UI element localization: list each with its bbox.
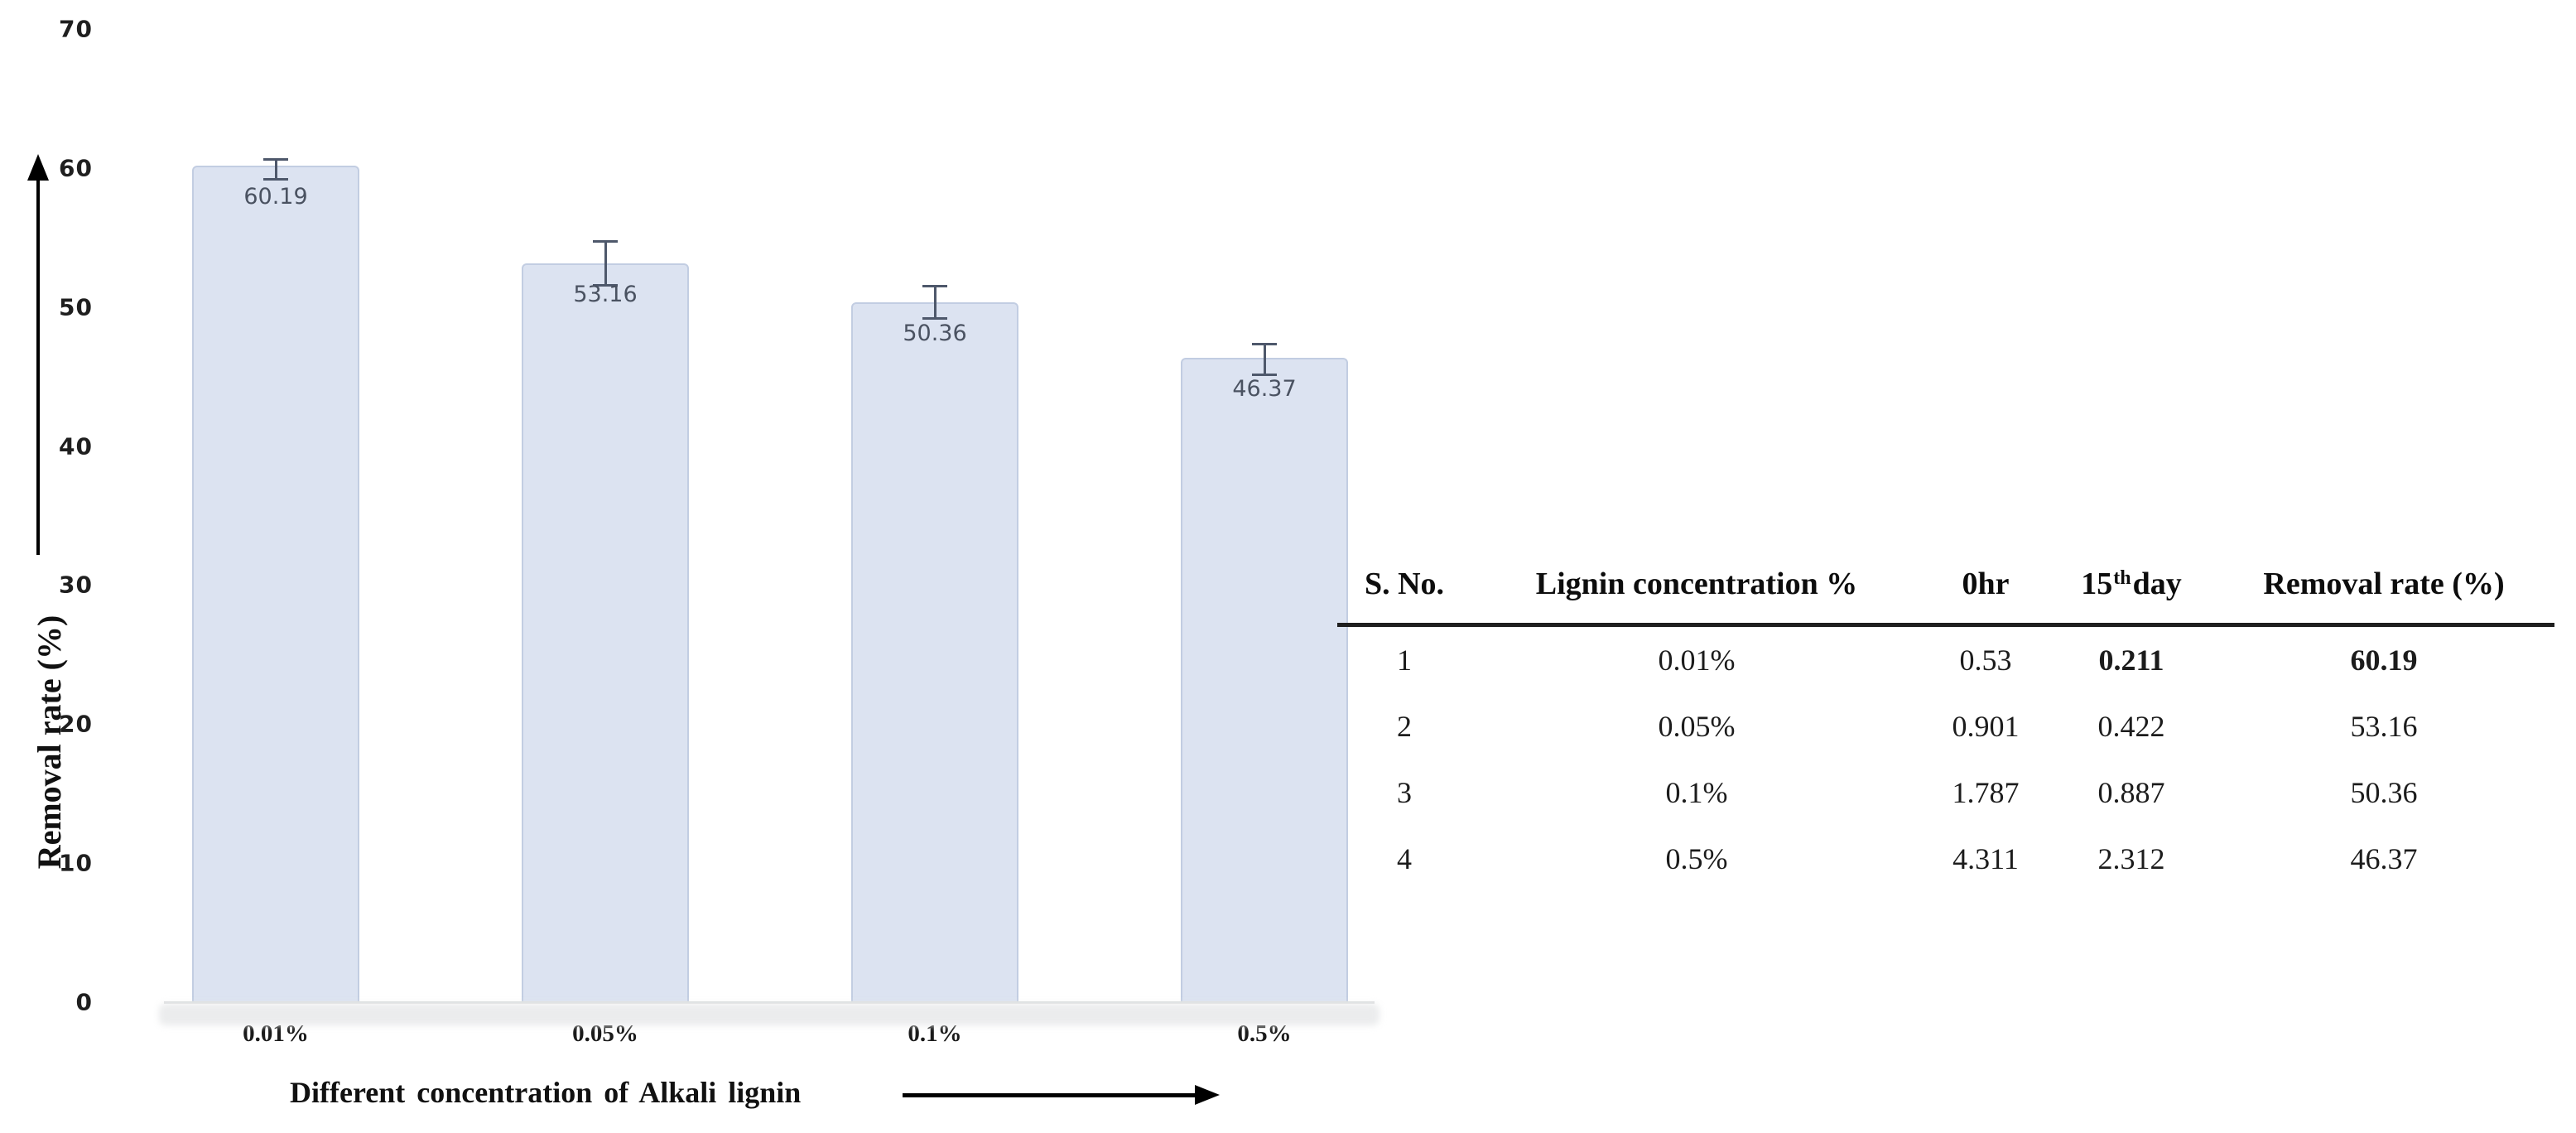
y-tick-label: 30 <box>59 571 93 599</box>
error-bar-cap-bottom <box>1252 374 1277 377</box>
table-cell: 1 <box>1397 644 1412 677</box>
table-cell: 1.787 <box>1952 776 2020 809</box>
x-axis-arrow-head-icon <box>1195 1085 1220 1105</box>
bar-chart: Removal rate (%) 0 10 20 30 40 50 60 70 60.19 0.… <box>27 15 1379 1109</box>
bar-value-label: 60.19 <box>243 183 308 210</box>
table-row: 2 0.05% 0.901 0.422 53.16 <box>1337 693 2554 759</box>
table-cell: 0.1% <box>1665 776 1728 809</box>
bar <box>851 301 1018 1002</box>
header-day-text: day <box>2132 566 2182 601</box>
table-header-sno: S. No. <box>1364 566 1445 601</box>
header-15-number: 15 <box>2081 566 2113 601</box>
table-cell: 0.05% <box>1658 710 1736 743</box>
table-cell: 4 <box>1397 842 1412 875</box>
error-bar <box>933 285 937 319</box>
table-header-removal-rate: Removal rate (%) <box>2263 566 2505 601</box>
table-row: 1 0.01% 0.53 0.211 60.19 <box>1337 627 2554 693</box>
error-bar-cap-bottom <box>263 178 288 181</box>
table-cell: 0.901 <box>1952 710 2020 743</box>
bar <box>522 263 689 1002</box>
error-bar-cap-bottom <box>922 316 947 320</box>
y-tick-label: 20 <box>59 710 93 738</box>
bar-value-label: 53.16 <box>573 281 638 307</box>
table-cell: 2.312 <box>2097 842 2165 875</box>
table-header-0hr: 0hr <box>1962 566 2010 601</box>
table-cell: 4.311 <box>1952 842 2019 875</box>
y-tick-label: 70 <box>59 15 93 43</box>
header-th-superscript: th <box>2113 567 2131 589</box>
bar-value-label: 50.36 <box>903 320 967 346</box>
x-axis-baseline <box>164 1001 1375 1004</box>
bar-value-label: 46.37 <box>1232 375 1297 402</box>
error-bar-cap-top <box>263 158 288 162</box>
error-bar <box>274 159 277 181</box>
y-tick-label: 10 <box>59 849 93 877</box>
error-bar-cap-top <box>922 284 947 287</box>
table-cell: 2 <box>1397 710 1412 743</box>
x-axis-shadow <box>159 1004 1379 1025</box>
error-bar <box>1263 343 1266 376</box>
table-row: 3 0.1% 1.787 0.887 50.36 <box>1337 759 2554 826</box>
table-cell: 50.36 <box>2350 776 2418 809</box>
table-cell: 46.37 <box>2350 842 2418 875</box>
table-cell: 0.01% <box>1658 644 1736 677</box>
table-cell: 0.887 <box>2097 776 2165 809</box>
bar <box>1181 357 1348 1002</box>
y-tick-label: 50 <box>59 293 93 321</box>
table-cell: 60.19 <box>2350 644 2418 677</box>
table-row: 4 0.5% 4.311 2.312 46.37 <box>1337 826 2554 892</box>
x-axis-title: Different concentration of Alkali lignin <box>290 1076 802 1109</box>
y-tick-label: 0 <box>75 988 93 1016</box>
error-bar-cap-top <box>1252 342 1277 345</box>
table-cell: 0.211 <box>2098 644 2164 677</box>
table-header-lignin-concentration: Lignin concentration % <box>1535 566 1858 601</box>
table-cell: 0.5% <box>1665 842 1728 875</box>
table-cell: 53.16 <box>2350 710 2418 743</box>
error-bar-cap-bottom <box>593 283 618 287</box>
y-axis-arrow-head-icon <box>27 154 49 181</box>
table-cell: 3 <box>1397 776 1412 809</box>
bar <box>192 165 359 1002</box>
error-bar <box>604 240 607 286</box>
table-cell: 0.53 <box>1959 644 2012 677</box>
y-tick-label: 60 <box>59 154 93 182</box>
x-axis-arrow-line <box>903 1093 1197 1097</box>
error-bar-cap-top <box>593 239 618 243</box>
y-axis-arrow-line <box>36 176 40 555</box>
y-tick-label: 40 <box>59 432 93 460</box>
table-cell: 0.422 <box>2097 710 2165 743</box>
